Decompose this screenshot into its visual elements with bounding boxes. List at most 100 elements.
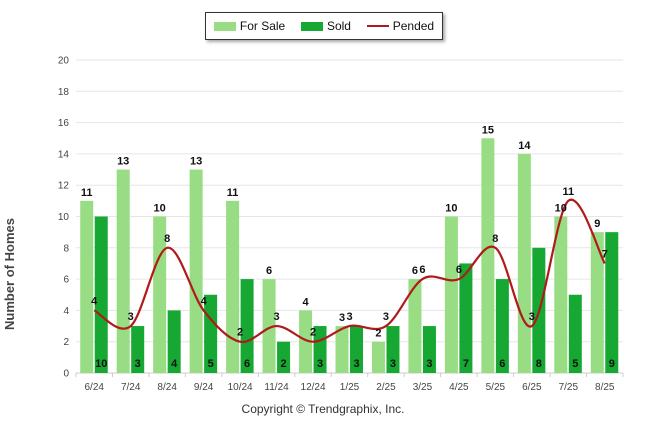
y-tick-label: 0 — [63, 369, 69, 380]
bar-for-sale — [226, 200, 240, 373]
data-label-sold: 3 — [317, 358, 323, 370]
data-label-sold: 3 — [426, 358, 432, 370]
y-tick-label: 4 — [63, 306, 69, 317]
bar-for-sale — [153, 216, 167, 373]
data-label-sold: 6 — [499, 358, 505, 370]
bar-for-sale — [408, 279, 422, 373]
data-label-for-sale: 10 — [445, 203, 457, 215]
legend-label-sold: Sold — [326, 19, 351, 33]
bar-sold — [167, 310, 181, 373]
bar-for-sale — [590, 232, 604, 373]
y-tick-label: 18 — [58, 87, 70, 98]
x-tick-label: 8/25 — [595, 382, 615, 393]
bar-sold — [568, 294, 582, 373]
x-tick-label: 4/25 — [449, 382, 469, 393]
legend-item-for-sale: For Sale — [213, 19, 286, 33]
bar-sold — [350, 326, 363, 373]
legend-item-pended: Pended — [366, 19, 435, 33]
data-label-for-sale: 2 — [375, 328, 381, 340]
data-label-pended: 2 — [237, 327, 243, 339]
bar-sold — [94, 216, 108, 373]
data-label-pended: 3 — [274, 311, 280, 323]
data-label-for-sale: 13 — [190, 156, 202, 168]
y-tick-label: 12 — [58, 181, 70, 192]
y-tick-label: 10 — [58, 212, 70, 223]
data-label-sold: 8 — [536, 358, 542, 370]
data-label-pended: 4 — [91, 295, 98, 307]
data-label-pended: 6 — [456, 264, 462, 276]
bar-for-sale — [189, 169, 203, 373]
data-label-sold: 10 — [95, 358, 107, 370]
data-label-for-sale: 13 — [117, 156, 129, 168]
y-tick-label: 8 — [63, 243, 69, 254]
data-label-pended: 3 — [128, 311, 134, 323]
data-label-pended: 4 — [201, 295, 208, 307]
data-label-sold: 9 — [609, 358, 615, 370]
bar-for-sale — [517, 153, 531, 373]
data-label-for-sale: 6 — [412, 265, 418, 277]
legend-item-sold: Sold — [300, 19, 351, 33]
data-label-pended: 8 — [492, 233, 498, 245]
bar-for-sale — [116, 169, 130, 373]
data-label-pended: 3 — [383, 311, 389, 323]
y-tick-label: 14 — [58, 149, 70, 160]
data-label-sold: 5 — [208, 358, 214, 370]
data-label-pended: 3 — [529, 311, 535, 323]
x-tick-label: 8/24 — [157, 382, 177, 393]
data-label-for-sale: 4 — [302, 296, 309, 308]
bar-for-sale — [299, 310, 313, 373]
bar-sold — [240, 279, 254, 373]
copyright-text: Copyright © Trendgraphix, Inc. — [241, 402, 405, 416]
bar-for-sale — [262, 279, 276, 373]
legend-label-pended: Pended — [392, 19, 435, 33]
x-tick-label: 5/25 — [486, 382, 506, 393]
data-label-for-sale: 10 — [154, 203, 166, 215]
data-label-for-sale: 10 — [555, 203, 567, 215]
y-tick-label: 6 — [63, 275, 69, 286]
data-label-sold: 3 — [390, 358, 396, 370]
data-label-pended: 6 — [419, 264, 425, 276]
bar-sold — [605, 232, 619, 373]
bar-for-sale — [371, 341, 385, 373]
data-label-pended: 8 — [164, 233, 170, 245]
for-sale-swatch-icon — [213, 21, 236, 31]
bar-sold — [277, 341, 291, 373]
pended-line — [93, 198, 606, 343]
data-label-for-sale: 14 — [518, 140, 531, 152]
data-label-for-sale: 11 — [227, 187, 239, 199]
x-tick-label: 12/24 — [301, 382, 326, 393]
x-tick-label: 10/24 — [228, 382, 253, 393]
x-tick-label: 1/25 — [340, 382, 360, 393]
pended-line-swatch-icon — [366, 25, 389, 27]
y-tick-label: 16 — [58, 118, 70, 129]
data-label-pended: 2 — [310, 327, 316, 339]
data-label-sold: 4 — [171, 358, 178, 370]
chart-legend: For Sale Sold Pended — [205, 12, 443, 40]
data-label-for-sale: 9 — [594, 218, 600, 230]
x-tick-label: 2/25 — [376, 382, 396, 393]
y-axis-label: Number of Homes — [2, 218, 17, 330]
bar-sold — [422, 326, 436, 373]
bar-for-sale — [554, 216, 568, 373]
bar-for-sale — [444, 216, 458, 373]
data-label-sold: 5 — [572, 358, 578, 370]
bar-for-sale — [335, 326, 349, 373]
data-label-for-sale: 15 — [482, 124, 494, 136]
x-tick-label: 6/25 — [522, 382, 542, 393]
y-tick-label: 2 — [63, 337, 69, 348]
sold-swatch-icon — [300, 21, 323, 31]
data-label-pended: 11 — [562, 186, 574, 198]
bar-sold — [386, 326, 400, 373]
data-label-for-sale: 6 — [266, 265, 272, 277]
bar-sold — [459, 263, 473, 373]
data-label-pended: 3 — [346, 311, 352, 323]
data-label-for-sale: 3 — [339, 312, 345, 324]
x-tick-label: 9/24 — [194, 382, 214, 393]
data-label-pended: 7 — [602, 248, 608, 260]
legend-label-for-sale: For Sale — [239, 19, 286, 33]
y-tick-label: 20 — [58, 56, 70, 67]
data-label-sold: 3 — [135, 358, 141, 370]
bar-for-sale — [80, 200, 94, 373]
x-tick-label: 7/25 — [559, 382, 579, 393]
